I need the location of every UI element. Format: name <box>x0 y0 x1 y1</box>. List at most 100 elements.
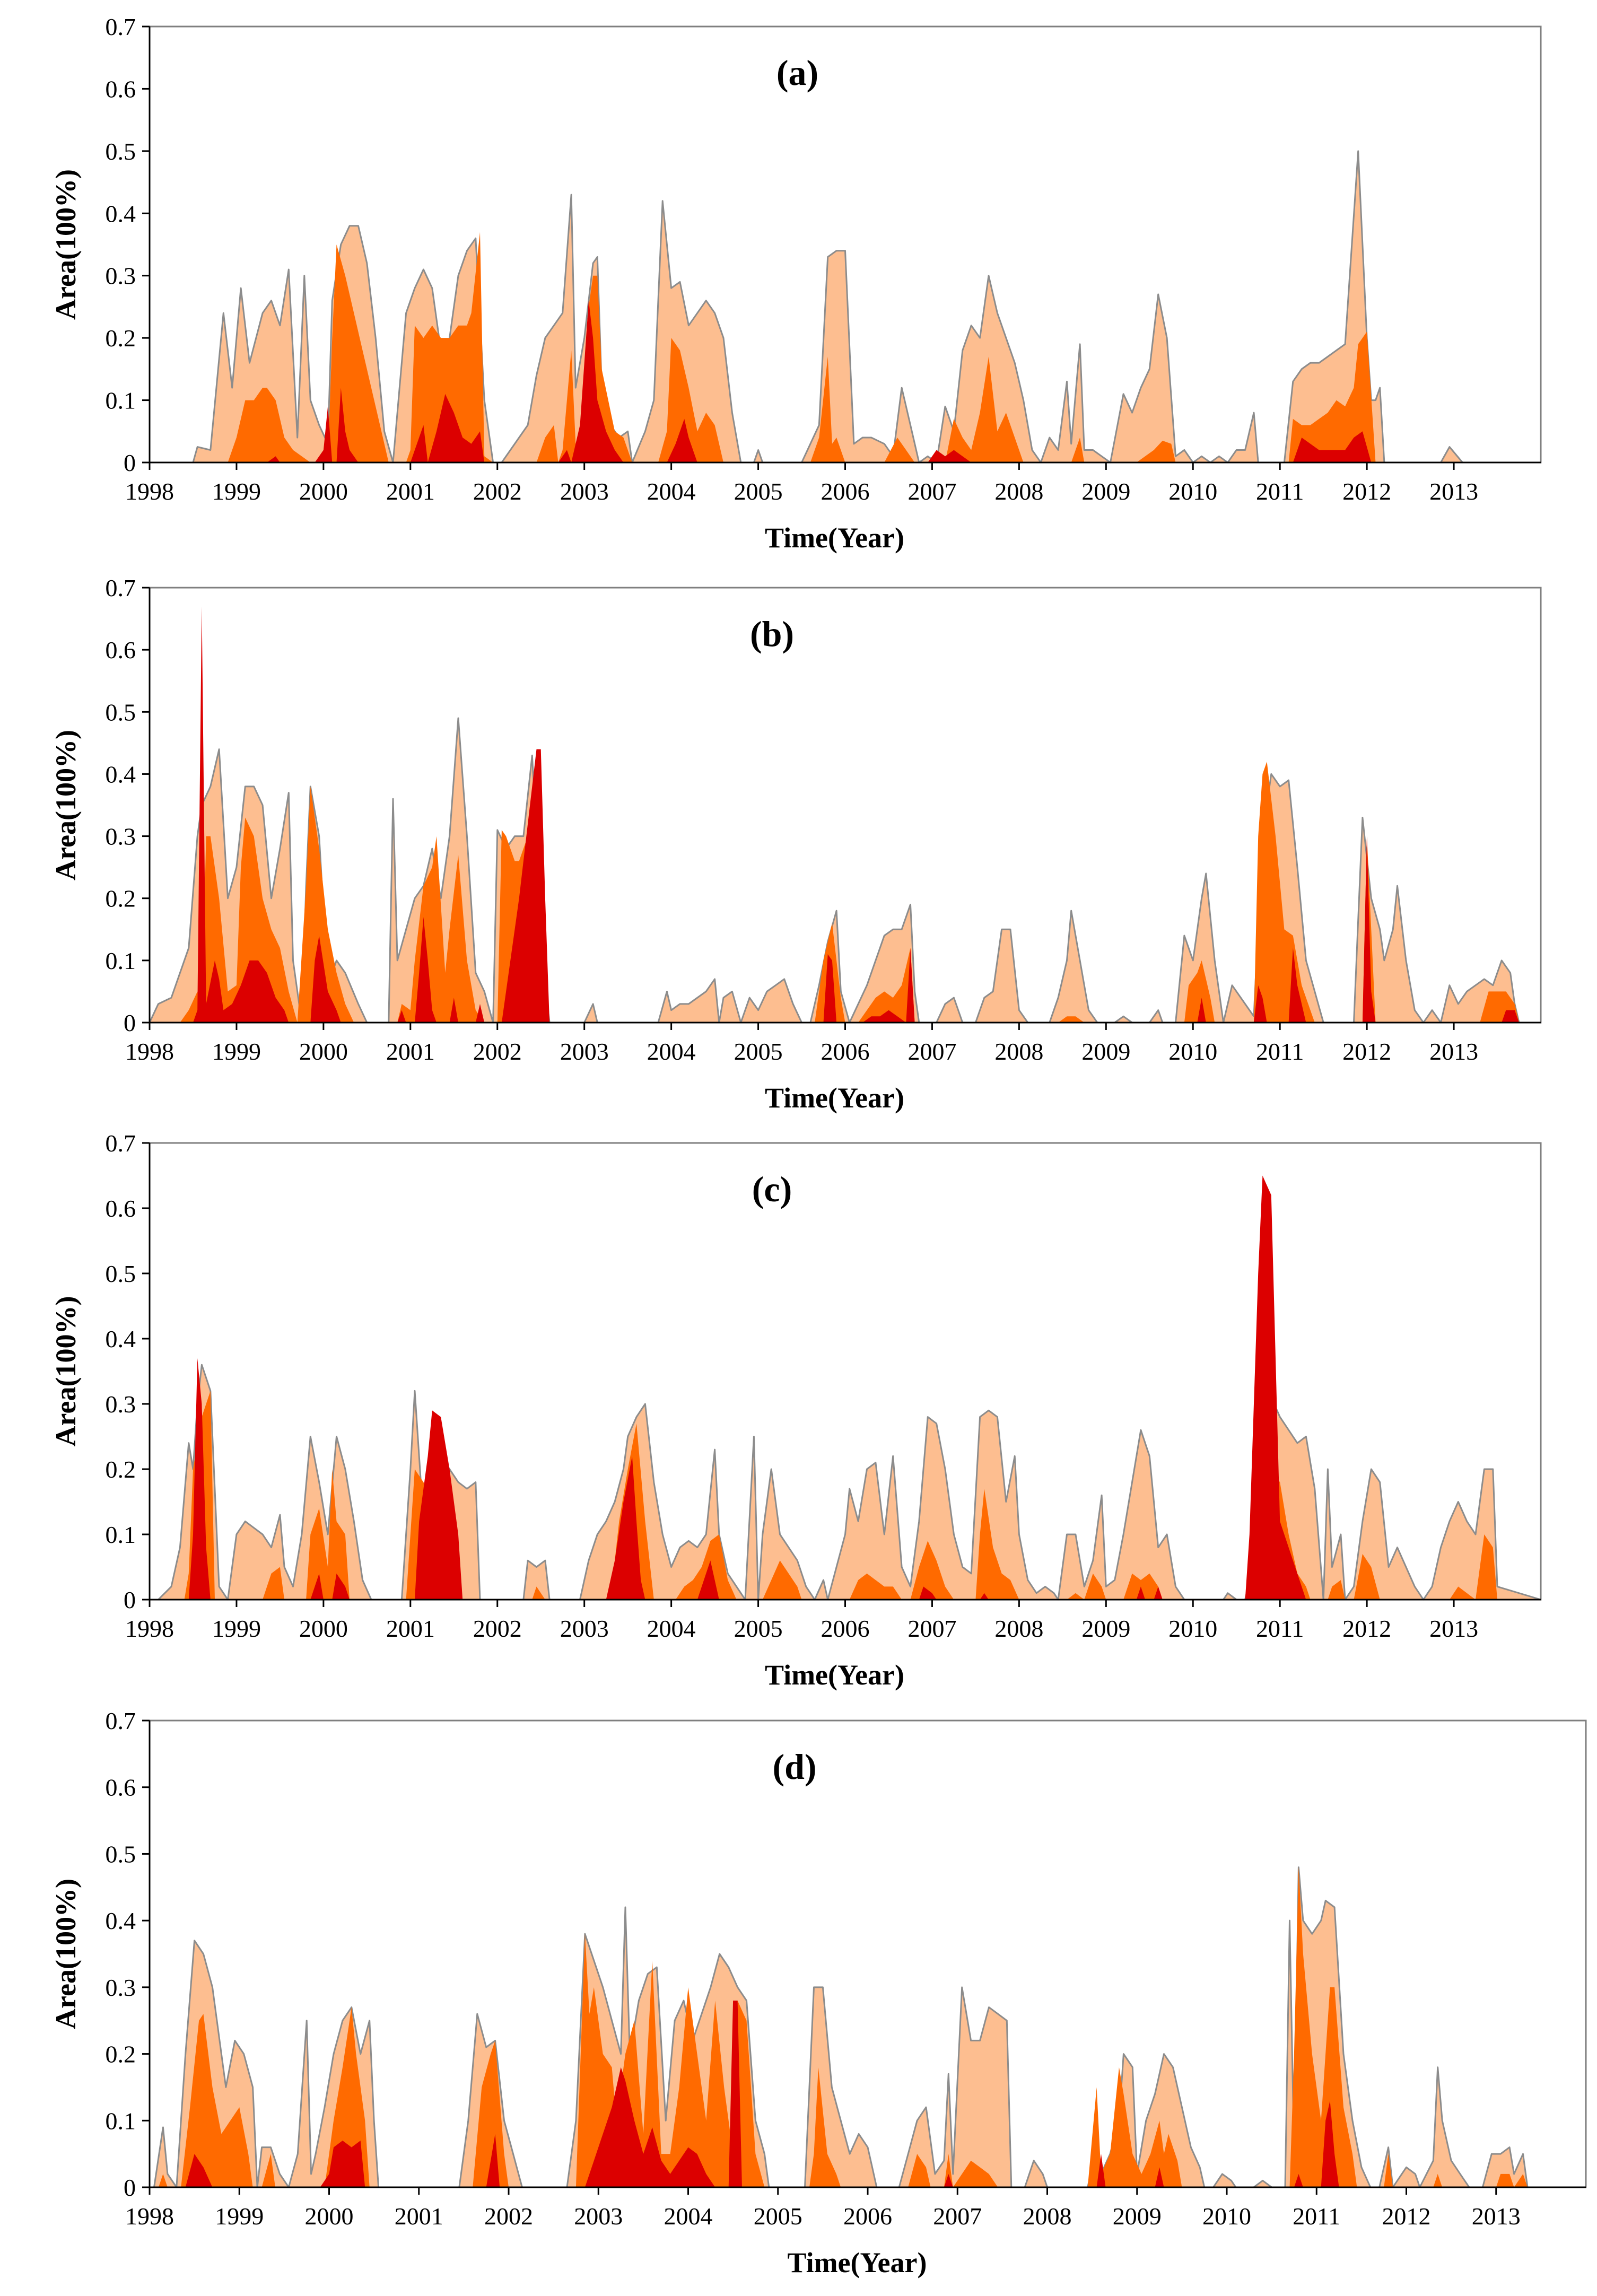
x-tick-label: 2004 <box>647 478 696 505</box>
x-tick-label: 2003 <box>560 478 609 505</box>
x-tick-label: 2012 <box>1342 478 1391 505</box>
y-tick-label: 0.3 <box>106 1974 136 2001</box>
x-tick-label: 2001 <box>386 1038 435 1065</box>
x-axis-title: Time(Year) <box>765 1659 904 1691</box>
x-tick-label: 1999 <box>212 1038 261 1065</box>
y-tick-label: 0.2 <box>106 1456 136 1483</box>
x-tick-label: 2000 <box>305 2203 354 2230</box>
x-tick-label: 2011 <box>1293 2203 1340 2230</box>
x-tick-label: 2006 <box>843 2203 892 2230</box>
x-tick-label: 1998 <box>125 2203 174 2230</box>
x-tick-label: 2010 <box>1202 2203 1251 2230</box>
x-tick-label: 2011 <box>1256 478 1304 505</box>
x-tick-label: 2000 <box>299 1038 348 1065</box>
area-series-medium <box>150 1867 1586 2187</box>
y-axis-title: Area(100%) <box>50 169 82 320</box>
area-series-light <box>149 150 1542 464</box>
y-tick-label: 0 <box>124 1586 136 1613</box>
y-tick-label: 0 <box>124 1009 136 1036</box>
x-tick-label: 2005 <box>734 478 783 505</box>
y-tick-label: 0.5 <box>106 138 136 165</box>
x-tick-label: 2002 <box>484 2203 533 2230</box>
x-axis-title: Time(Year) <box>788 2247 927 2278</box>
x-tick-label: 2013 <box>1429 478 1478 505</box>
y-tick-label: 0.4 <box>106 761 136 788</box>
y-tick-label: 0.7 <box>106 1130 136 1157</box>
chart-panel-d: 0 0.1 0.2 0.3 0.4 0.5 0.6 0.7 1998 1999 2000 2001 20… <box>50 1707 1587 2278</box>
x-tick-label: 2010 <box>1168 1615 1217 1642</box>
x-tick-label: 2009 <box>1081 478 1130 505</box>
x-tick-label: 1999 <box>212 478 261 505</box>
x-tick-label: 2006 <box>821 478 870 505</box>
x-tick-label: 2000 <box>299 478 348 505</box>
y-tick-label: 0.1 <box>106 947 136 974</box>
x-tick-label: 2004 <box>647 1038 696 1065</box>
x-tick-label: 2011 <box>1256 1615 1304 1642</box>
chart-panel-b: 0 0.1 0.2 0.3 0.4 0.5 0.6 0.7 1998 1999 2000 2001 20… <box>50 574 1542 1114</box>
y-tick-label: 0.6 <box>106 1774 136 1801</box>
x-tick-label: 2007 <box>907 478 956 505</box>
x-tick-label: 2002 <box>473 1615 522 1642</box>
y-tick-label: 0.4 <box>106 200 136 227</box>
x-tick-label: 2008 <box>994 1038 1043 1065</box>
y-tick-label: 0.2 <box>106 885 136 912</box>
panel-title: (d) <box>772 1747 816 1787</box>
y-tick-label: 0.2 <box>106 2041 136 2068</box>
y-tick-label: 0.1 <box>106 2107 136 2134</box>
y-tick-label: 0.5 <box>106 699 136 726</box>
y-tick-label: 0.1 <box>106 387 136 414</box>
panel-title: (a) <box>776 53 818 93</box>
y-tick-label: 0.2 <box>106 325 136 352</box>
x-tick-label: 1998 <box>125 478 174 505</box>
y-tick-label: 0.4 <box>106 1325 136 1352</box>
x-tick-label: 1998 <box>125 1038 174 1065</box>
y-tick-label: 0.5 <box>106 1840 136 1867</box>
x-tick-label: 2005 <box>754 2203 802 2230</box>
y-tick-label: 0.7 <box>106 13 136 40</box>
x-tick-label: 2009 <box>1113 2203 1162 2230</box>
x-tick-label: 2011 <box>1256 1038 1304 1065</box>
x-tick-label: 2001 <box>386 478 435 505</box>
chart-panel-a: 0 0.1 0.2 0.3 0.4 0.5 0.6 0.7 1998 1999 2000 2001 20… <box>50 13 1542 554</box>
x-tick-label: 2004 <box>647 1615 696 1642</box>
chart-panel-c: 0 0.1 0.2 0.3 0.4 0.5 0.6 0.7 1998 1999 2000 2001 20… <box>50 1130 1542 1691</box>
plot-area <box>149 587 1542 1024</box>
x-tick-label: 2012 <box>1342 1038 1391 1065</box>
x-tick-label: 2004 <box>664 2203 713 2230</box>
x-tick-label: 2005 <box>734 1038 783 1065</box>
x-tick-label: 2007 <box>907 1038 956 1065</box>
x-tick-label: 2002 <box>473 1038 522 1065</box>
panel-title: (c) <box>752 1169 792 1209</box>
y-tick-label: 0.3 <box>106 823 136 850</box>
x-tick-label: 2002 <box>473 478 522 505</box>
y-tick-label: 0.6 <box>106 75 136 102</box>
y-axis-title: Area(100%) <box>50 1879 82 2029</box>
x-tick-label: 2001 <box>395 2203 443 2230</box>
y-tick-label: 0.6 <box>106 636 136 664</box>
x-tick-label: 2001 <box>386 1615 435 1642</box>
x-axis-title: Time(Year) <box>765 522 904 554</box>
area-series-medium <box>150 232 1541 462</box>
y-tick-label: 0.7 <box>106 1707 136 1734</box>
x-tick-label: 2006 <box>821 1038 870 1065</box>
x-tick-label: 2008 <box>994 1615 1043 1642</box>
y-tick-label: 0 <box>124 2174 136 2201</box>
x-tick-label: 2013 <box>1429 1038 1478 1065</box>
y-tick-label: 0.4 <box>106 1907 136 1934</box>
area-series-dark <box>150 1175 1541 1600</box>
x-tick-label: 2003 <box>560 1615 609 1642</box>
x-tick-label: 2003 <box>574 2203 623 2230</box>
x-tick-label: 2007 <box>933 2203 982 2230</box>
y-tick-label: 0 <box>124 449 136 476</box>
x-tick-label: 2008 <box>994 478 1043 505</box>
area-series-medium <box>150 762 1541 1023</box>
x-tick-label: 1999 <box>212 1615 261 1642</box>
x-tick-label: 2006 <box>821 1615 870 1642</box>
x-tick-label: 1999 <box>215 2203 264 2230</box>
x-tick-label: 2013 <box>1472 2203 1521 2230</box>
x-axis-title: Time(Year) <box>765 1082 904 1114</box>
y-tick-label: 0.1 <box>106 1521 136 1548</box>
y-axis-title: Area(100%) <box>50 730 82 880</box>
x-tick-label: 2010 <box>1168 478 1217 505</box>
